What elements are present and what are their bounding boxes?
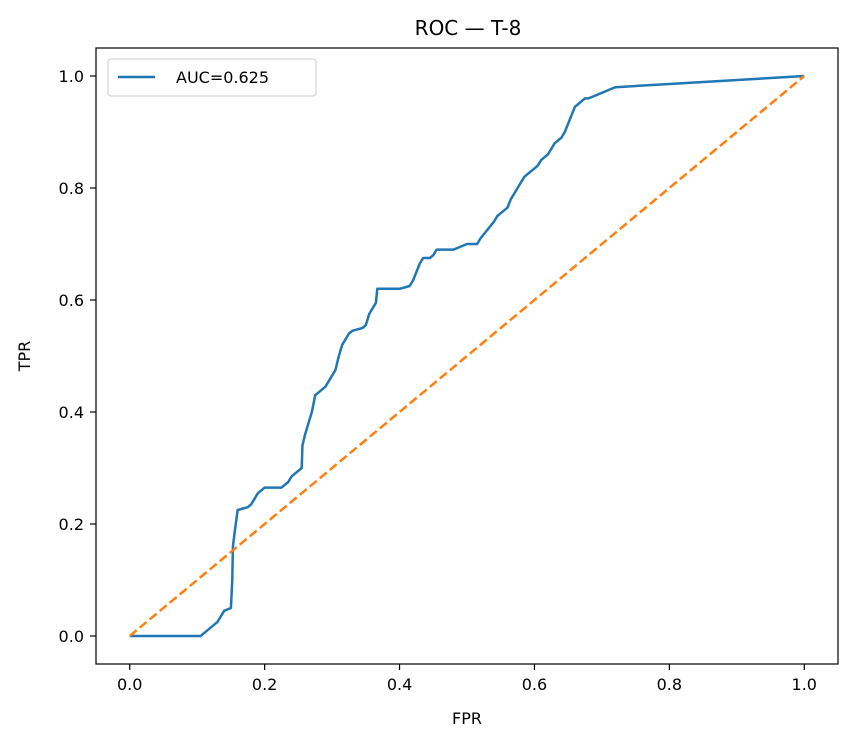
chance-diagonal-line — [128, 75, 806, 637]
y-tick-label: 1.0 — [59, 67, 84, 86]
roc-curve-line — [129, 74, 805, 638]
chart-title: ROC — T-8 — [415, 16, 522, 40]
y-tick-label: 0.2 — [59, 515, 84, 534]
y-tick-label: 0.4 — [59, 403, 84, 422]
y-axis-label: TPR — [15, 341, 34, 373]
x-tick-label: 0.6 — [522, 675, 547, 694]
axes-layer: 0.0 0.2 0.4 0.6 0.8 1.0 0.0 0.2 0.4 0.6 0.8 1.0 — [59, 47, 839, 694]
legend: AUC=0.625 — [107, 58, 317, 97]
x-tick-label: 0.4 — [387, 675, 412, 694]
legend-label: AUC=0.625 — [176, 68, 269, 87]
plot-frame — [95, 47, 839, 665]
y-tick-label: 0.0 — [59, 627, 84, 646]
x-tick-label: 1.0 — [792, 675, 817, 694]
x-tick-label: 0.0 — [117, 675, 142, 694]
y-tick-label: 0.6 — [59, 291, 84, 310]
series-layer — [128, 74, 806, 638]
x-axis-label: FPR — [452, 709, 482, 728]
x-tick-label: 0.8 — [657, 675, 682, 694]
legend-box — [107, 58, 317, 97]
y-tick-label: 0.8 — [59, 179, 84, 198]
x-tick-label: 0.2 — [252, 675, 277, 694]
